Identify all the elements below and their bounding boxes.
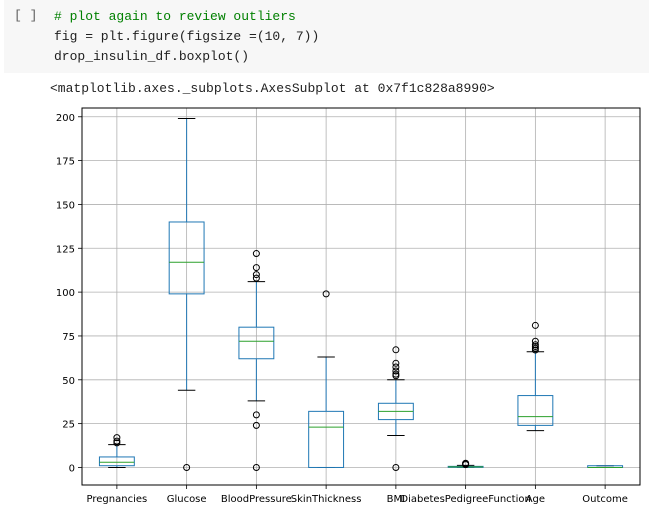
x-tick-label: BMI xyxy=(387,494,405,505)
code-line-3: drop_insulin_df.boxplot() xyxy=(54,49,250,64)
box-skinthickness xyxy=(308,290,345,468)
outlier-point xyxy=(113,437,121,445)
box-bmi xyxy=(377,346,414,471)
box-iqr xyxy=(308,410,345,468)
chart-ticks: 0 25 50 75 100 125 150 175 200 Pregnancies Glucose… xyxy=(56,113,628,505)
x-tick-label: BloodPressure xyxy=(221,494,292,505)
outlier-point xyxy=(531,337,539,345)
outlier-point xyxy=(392,359,400,367)
outlier-point xyxy=(392,363,400,371)
box-diabetespedigreefunction xyxy=(447,459,484,469)
x-tick-label: Outcome xyxy=(582,494,628,505)
box-pregnancies xyxy=(98,434,135,468)
outlier-point xyxy=(531,341,539,349)
box-outcome xyxy=(587,465,624,468)
y-tick-label: 100 xyxy=(56,288,75,299)
outlier-point xyxy=(113,434,121,442)
box-age xyxy=(517,321,554,432)
outlier-point xyxy=(531,321,539,329)
outlier-point xyxy=(252,421,260,429)
outlier-point xyxy=(392,346,400,354)
y-tick-label: 175 xyxy=(56,157,75,168)
code-cell-input[interactable]: [ ] # plot again to review outliers fig … xyxy=(4,0,649,73)
outlier-point xyxy=(462,459,470,467)
x-tick-label: SkinThickness xyxy=(291,494,362,505)
outlier-point xyxy=(392,370,400,378)
y-tick-label: 125 xyxy=(56,244,75,255)
x-tick-label: Glucose xyxy=(167,494,207,505)
chart-grid xyxy=(82,108,640,485)
box-iqr xyxy=(168,221,205,295)
x-tick-label: Age xyxy=(526,494,545,505)
box-glucose xyxy=(168,118,205,471)
y-tick-label: 150 xyxy=(56,200,75,211)
code-editor[interactable]: # plot again to review outliers fig = pl… xyxy=(54,7,319,67)
x-tick-label: DiabetesPedigreeFunction xyxy=(400,494,530,505)
box-iqr xyxy=(98,456,135,467)
outlier-point xyxy=(252,271,260,279)
boxplot-chart: 0 25 50 75 100 125 150 175 200 Pregnancies Glucose… xyxy=(56,107,641,505)
outlier-point xyxy=(252,250,260,258)
outlier-point xyxy=(252,411,260,419)
run-cell-button[interactable]: [ ] xyxy=(14,8,38,23)
code-line-1: # plot again to review outliers xyxy=(54,9,296,24)
y-tick-label: 200 xyxy=(56,113,75,124)
outlier-point xyxy=(252,463,260,471)
outlier-point xyxy=(183,463,191,471)
outlier-point xyxy=(392,463,400,471)
outlier-point xyxy=(252,264,260,272)
y-tick-label: 75 xyxy=(62,332,75,343)
outlier-point xyxy=(252,274,260,282)
box-iqr xyxy=(238,326,275,360)
outlier-point xyxy=(322,290,330,298)
axes-frame xyxy=(81,107,641,486)
code-line-2: fig = plt.figure(figsize =(10, 7)) xyxy=(54,29,320,44)
outlier-point xyxy=(392,367,400,375)
box-iqr xyxy=(517,395,554,426)
y-tick-label: 50 xyxy=(62,376,75,387)
x-tick-label: Pregnancies xyxy=(87,494,148,505)
chart-boxes xyxy=(98,118,624,471)
box-bloodpressure xyxy=(238,250,275,471)
y-tick-label: 25 xyxy=(62,420,75,431)
cell-output-text: <matplotlib.axes._subplots.AxesSubplot a… xyxy=(50,81,495,96)
y-tick-label: 0 xyxy=(69,463,75,474)
